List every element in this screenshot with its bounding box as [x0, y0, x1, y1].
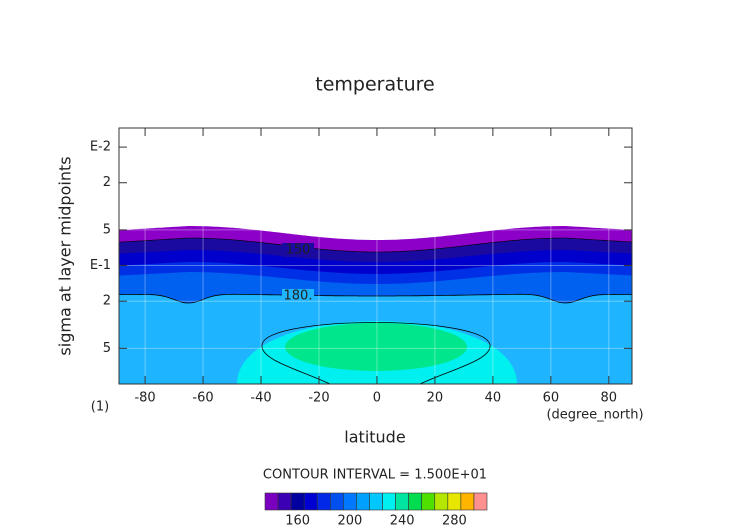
y-tick-label: 2: [103, 294, 111, 309]
contour-line: [261, 322, 491, 385]
x-tick-label: 80: [601, 391, 618, 406]
x-tick-label: -20: [308, 391, 329, 406]
y-tick-label: 2: [103, 175, 111, 190]
colorbar-tick-label: 200: [337, 514, 362, 529]
x-tick-label: 40: [485, 391, 502, 406]
x-tick-label: -80: [134, 391, 155, 406]
chart-title: temperature: [315, 74, 434, 96]
colorbar-tick-label: 160: [285, 514, 310, 529]
x-tick-label: 0: [373, 391, 381, 406]
colorbar-tick-label: 280: [442, 514, 467, 529]
y-tick-label: E-1: [90, 258, 111, 273]
contour-label-bg: [282, 289, 314, 303]
colorbar-box: [369, 492, 383, 511]
y-tick-label: 5: [103, 222, 111, 237]
colorbar-box: [408, 492, 423, 511]
contour-line: [118, 237, 633, 253]
colorbar-box: [343, 492, 357, 511]
y-axis-label: sigma at layer midpoints: [56, 156, 75, 355]
colorbar-tick-label: 240: [390, 514, 415, 529]
colorbar-box: [264, 492, 279, 511]
colorbar-box: [434, 492, 449, 511]
colorbar-box: [356, 492, 370, 511]
contour-label: 150: [286, 243, 311, 258]
colorbar-box: [303, 492, 318, 511]
contour-line: [119, 293, 633, 304]
x-tick-label: -60: [192, 391, 213, 406]
plot-area: 150 180.: [118, 128, 633, 385]
colorbar-box: [473, 492, 488, 511]
x-tick-label: 60: [543, 391, 560, 406]
x-tick-label: 20: [427, 391, 444, 406]
frame-label: (1): [91, 400, 109, 415]
contour-interval: CONTOUR INTERVAL = 1.500E+01: [263, 468, 487, 483]
plot-frame: [118, 127, 633, 385]
x-axis-label: latitude: [344, 428, 405, 447]
x-tick-label: -40: [250, 391, 271, 406]
colorbar-box: [290, 492, 305, 511]
contour-label-bg: [282, 243, 314, 257]
colorbar-box: [460, 492, 475, 511]
colorbar-box: [316, 492, 331, 511]
colorbar-box: [329, 492, 344, 511]
field-core: [285, 323, 467, 371]
colorbar-box: [382, 492, 396, 511]
y-tick-label: 5: [103, 341, 111, 356]
contour-label: 180.: [284, 289, 313, 304]
y-tick-label: E-2: [90, 140, 111, 155]
colorbar-box: [277, 492, 292, 511]
x-unit: (degree_north): [546, 408, 643, 423]
colorbar-box: [447, 492, 462, 511]
colorbar-box: [395, 492, 409, 511]
colorbar-box: [421, 492, 436, 511]
